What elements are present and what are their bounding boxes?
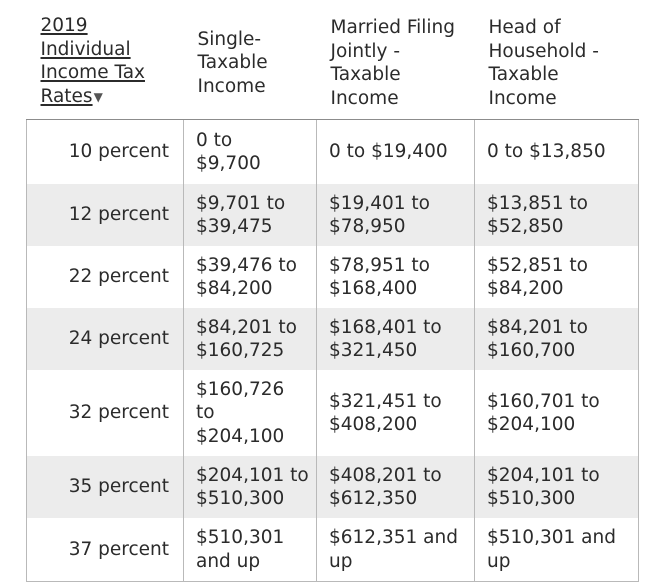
single-cell: $84,201 to $160,725: [183, 308, 317, 370]
rates-header-label: 2019 Individual Income Tax Rates: [40, 15, 145, 107]
rate-cell: 12 percent: [26, 184, 184, 246]
table-row: 35 percent $204,101 to $510,300 $408,201…: [26, 456, 639, 518]
table-row: 32 percent $160,726 to $204,100 $321,451…: [26, 370, 639, 456]
tax-rate-table: 2019 Individual Income Tax Rates▼ Single…: [26, 14, 639, 582]
household-cell: $13,851 to $52,850: [474, 184, 639, 246]
header-row: 2019 Individual Income Tax Rates▼ Single…: [26, 14, 639, 120]
married-cell: 0 to $19,400: [316, 119, 475, 184]
household-cell: $204,101 to $510,300: [474, 456, 639, 518]
single-cell: $39,476 to $84,200: [183, 246, 317, 308]
household-header-label: Head of Household - Taxable Income: [488, 17, 599, 109]
table-header: 2019 Individual Income Tax Rates▼ Single…: [26, 14, 639, 120]
married-cell: $321,451 to $408,200: [316, 370, 475, 456]
table-row: 10 percent 0 to $9,700 0 to $19,400 0 to…: [26, 119, 639, 184]
single-cell: $9,701 to $39,475: [183, 184, 317, 246]
rate-cell: 24 percent: [26, 308, 184, 370]
married-column-header: Married Filing Jointly - Taxable Income: [316, 14, 475, 120]
household-cell: $84,201 to $160,700: [474, 308, 639, 370]
single-cell: 0 to $9,700: [183, 119, 317, 184]
single-cell: $160,726 to $204,100: [183, 370, 317, 456]
married-header-label: Married Filing Jointly - Taxable Income: [330, 17, 456, 109]
rate-cell: 37 percent: [26, 518, 184, 582]
rate-cell: 32 percent: [26, 370, 184, 456]
sort-down-icon[interactable]: ▼: [93, 89, 103, 104]
household-cell: $52,851 to $84,200: [474, 246, 639, 308]
table-row: 37 percent $510,301 and up $612,351 and …: [26, 518, 639, 582]
married-cell: $408,201 to $612,350: [316, 456, 475, 518]
rates-sort-link[interactable]: 2019 Individual Income Tax Rates▼: [41, 14, 145, 108]
rates-column-header[interactable]: 2019 Individual Income Tax Rates▼: [26, 14, 184, 120]
single-cell: $510,301 and up: [183, 518, 317, 582]
rate-cell: 10 percent: [26, 119, 184, 184]
household-cell: 0 to $13,850: [474, 119, 639, 184]
married-cell: $612,351 and up: [316, 518, 475, 582]
household-cell: $510,301 and up: [474, 518, 639, 582]
married-cell: $19,401 to $78,950: [316, 184, 475, 246]
rate-cell: 35 percent: [26, 456, 184, 518]
single-column-header: Single- Taxable Income: [183, 14, 317, 120]
married-cell: $78,951 to $168,400: [316, 246, 475, 308]
table-row: 22 percent $39,476 to $84,200 $78,951 to…: [26, 246, 639, 308]
single-header-label: Single- Taxable Income: [197, 28, 268, 97]
married-cell: $168,401 to $321,450: [316, 308, 475, 370]
table-body: 10 percent 0 to $9,700 0 to $19,400 0 to…: [26, 119, 639, 582]
household-column-header: Head of Household - Taxable Income: [474, 14, 639, 120]
table-row: 12 percent $9,701 to $39,475 $19,401 to …: [26, 184, 639, 246]
single-cell: $204,101 to $510,300: [183, 456, 317, 518]
rate-cell: 22 percent: [26, 246, 184, 308]
table-row: 24 percent $84,201 to $160,725 $168,401 …: [26, 308, 639, 370]
household-cell: $160,701 to $204,100: [474, 370, 639, 456]
